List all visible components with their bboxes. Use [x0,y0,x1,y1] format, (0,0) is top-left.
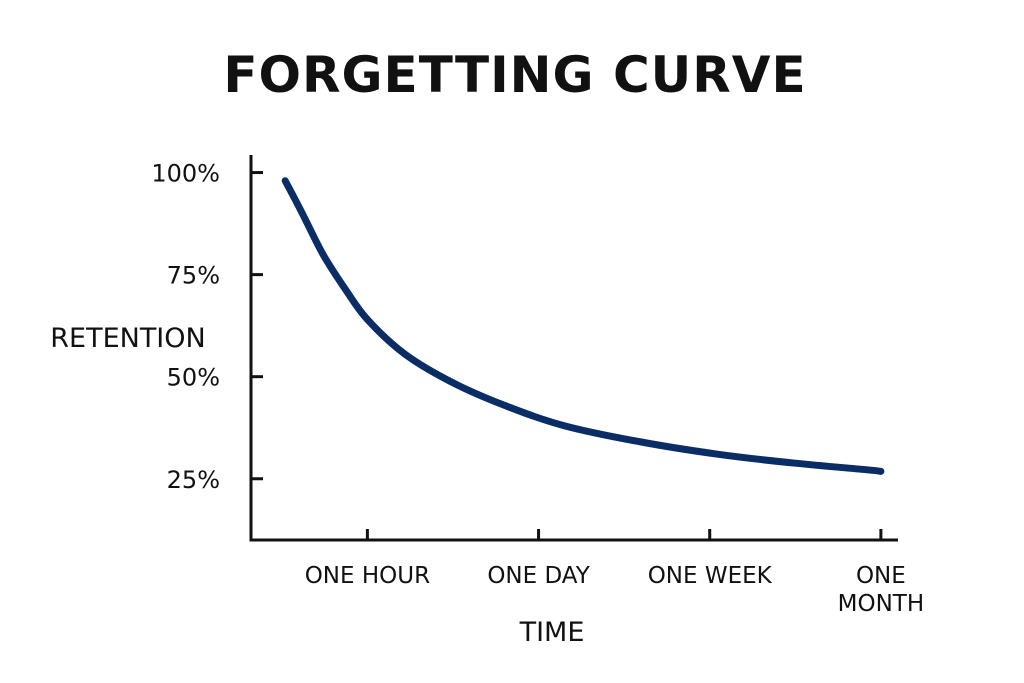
forgetting-curve-line [281,177,885,475]
y-tick-label: 75% [167,262,220,290]
y-axis-label: RETENTION [50,323,205,354]
y-tick-label: 100% [151,160,220,188]
axis-lines [249,155,898,542]
series-layer [281,177,885,475]
x-tick-label: ONE WEEK [648,563,773,589]
chart-title: FORGETTING CURVE [223,46,806,104]
x-tick-label: ONE [856,563,906,589]
x-axis-label: TIME [519,617,585,648]
x-tick-label: MONTH [838,591,925,617]
x-tick-label: ONE HOUR [305,563,430,589]
y-axis-ticks: 100% 75% 50% 25% [151,160,263,494]
y-tick-label: 25% [167,466,220,494]
x-tick-label: ONE DAY [487,563,590,589]
y-tick-label: 50% [167,364,220,392]
